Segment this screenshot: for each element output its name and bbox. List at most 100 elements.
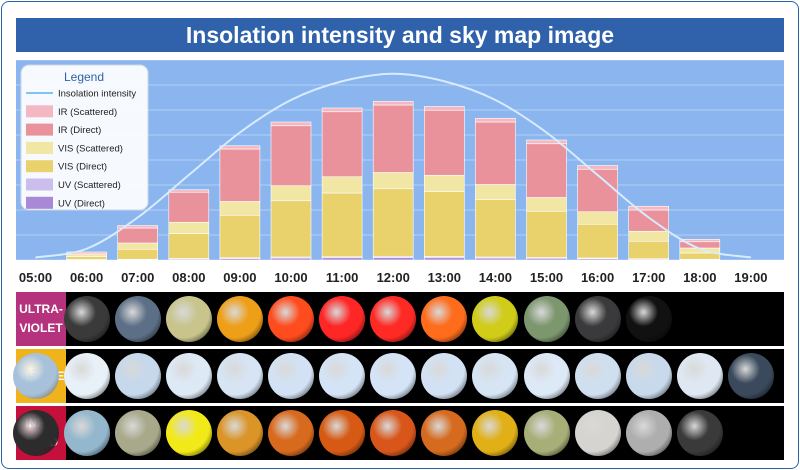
x-tick-label: 07:00 <box>121 270 154 285</box>
bar-segment: IR (Scattered) 14:00: 1.5 <box>475 117 516 123</box>
bar-segment: VIS (Scattered) 06:00: 0.8 <box>66 254 107 257</box>
chart-title: Insolation intensity and sky map image <box>16 18 784 52</box>
bar-segment: VIS (Scattered) 12:00: 6.5 <box>372 172 414 190</box>
sky-sphere <box>574 410 621 456</box>
legend-label: VIS (Scattered) <box>58 143 123 154</box>
bar-segment: VIS (Scattered) 07:00: 2.5 <box>117 242 158 250</box>
sky-sphere <box>523 410 570 456</box>
legend-box <box>20 64 149 211</box>
x-tick-label: 05:00 <box>19 270 52 285</box>
sky-sphere <box>216 296 263 342</box>
legend-label: Insolation intensity <box>58 89 136 100</box>
sky-sphere <box>114 353 161 399</box>
sky-sphere <box>114 410 161 456</box>
legend-label: IR (Scattered) <box>58 107 117 118</box>
sky-sphere <box>216 353 263 399</box>
bar-segment: VIS (Scattered) 17:00: 4 <box>628 230 670 242</box>
bar-segment: VIS (Scattered) 15:00: 5.5 <box>526 197 567 212</box>
sky-sphere <box>370 410 417 456</box>
sky-sphere <box>165 410 212 456</box>
bar-segment: IR (Scattered) 07:00: 1 <box>117 225 158 229</box>
sky-sphere <box>625 296 672 342</box>
bar-segment: IR (Scattered) 09:00: 1.3 <box>219 145 261 150</box>
bar-segment: IR (Direct) 13:00: 26 <box>423 109 465 176</box>
sky-sphere <box>625 353 672 399</box>
legend-swatch <box>26 196 53 209</box>
bar-segment: IR (Direct) 11:00: 26 <box>321 111 363 178</box>
x-tick-label: 08:00 <box>172 270 205 285</box>
x-tick-label: 18:00 <box>683 270 716 285</box>
bar-segment: IR (Scattered) 12:00: 1.5 <box>372 100 414 106</box>
bar-segment: VIS (Scattered) 14:00: 6 <box>475 184 516 200</box>
bar-segment: VIS (Direct) 11:00: 25.5 <box>321 192 363 258</box>
bar-segment: VIS (Scattered) 10:00: 6 <box>270 185 312 202</box>
bar-segment: VIS (Direct) 09:00: 17 <box>219 214 261 259</box>
bar-segment: IR (Scattered) 11:00: 1.5 <box>321 107 363 113</box>
sky-sphere <box>319 296 366 342</box>
bar-segment: IR (Scattered) 08:00: 1 <box>168 189 210 193</box>
bar-segment: IR (Direct) 10:00: 24 <box>270 125 312 187</box>
sky-sphere <box>727 353 774 399</box>
sky-band: VISIBLE <box>12 349 784 403</box>
bar-segment: VIS (Direct) 17:00: 7 <box>628 240 670 260</box>
bar-segment: IR (Direct) 07:00: 6 <box>117 227 158 244</box>
sky-sphere <box>523 353 570 399</box>
legend-title: Legend <box>64 70 104 84</box>
sky-sphere <box>114 296 161 342</box>
bar-segment: IR (Direct) 08:00: 12 <box>168 191 210 223</box>
bar-segment: VIS (Scattered) 09:00: 5.5 <box>219 201 261 216</box>
legend-swatch <box>26 178 53 191</box>
legend-label: UV (Direct) <box>58 198 105 209</box>
bar-segment: UV (Direct) 13:00: 0.9 <box>423 257 465 261</box>
legend-swatch <box>26 160 53 173</box>
sky-sphere <box>12 410 59 456</box>
legend-swatch <box>26 123 53 136</box>
bar-segment: UV (Direct) 11:00: 0.9 <box>321 257 363 261</box>
bar-segment: IR (Scattered) 06:00: 0.5 <box>66 251 107 254</box>
bar-segment: IR (Direct) 09:00: 21 <box>219 148 261 202</box>
bar-segment: VIS (Direct) 16:00: 13.5 <box>577 223 618 259</box>
sky-band: INFR- ARED <box>12 406 784 460</box>
sky-sphere <box>625 410 672 456</box>
x-tick-label: 09:00 <box>223 270 256 285</box>
sky-sphere <box>676 353 723 399</box>
sky-sphere <box>12 353 59 399</box>
sky-sphere <box>268 410 314 456</box>
x-tick-label: 11:00 <box>326 270 359 285</box>
sky-sphere <box>165 296 212 342</box>
bar-segment: VIS (Direct) 12:00: 27 <box>372 188 414 257</box>
sky-sphere <box>319 410 366 456</box>
x-tick-label: 15:00 <box>530 270 563 285</box>
sky-sphere <box>165 353 212 399</box>
bar-segment: VIS (Direct) 08:00: 10 <box>168 233 210 259</box>
x-tick-label: 19:00 <box>734 270 767 285</box>
sky-sphere <box>370 296 417 342</box>
sky-sphere <box>216 410 263 456</box>
sky-sphere <box>63 353 110 399</box>
sky-sphere <box>421 296 468 342</box>
bar-segment: VIS (Direct) 10:00: 22.5 <box>270 200 312 258</box>
bar-segment: IR (Direct) 15:00: 21.5 <box>526 143 567 198</box>
sky-band: ULTRA- VIOLET <box>16 292 784 346</box>
x-tick-label: 10:00 <box>274 270 307 285</box>
legend-swatch <box>26 105 53 118</box>
bar-segment: VIS (Scattered) 16:00: 5 <box>577 211 618 225</box>
sky-sphere <box>319 353 366 399</box>
legend-swatch <box>26 141 53 154</box>
sky-sphere <box>63 296 110 342</box>
bar-segment: IR (Scattered) 15:00: 1.5 <box>526 139 567 145</box>
sky-sphere <box>472 296 519 342</box>
sky-sphere <box>63 410 110 456</box>
sky-sphere <box>676 410 723 456</box>
bar-segment: IR (Scattered) 18:00: 1 <box>679 238 721 243</box>
legend-label: VIS (Direct) <box>58 162 107 173</box>
bar-segment: IR (Scattered) 13:00: 1.5 <box>423 106 465 111</box>
bar-segment: VIS (Scattered) 11:00: 6.5 <box>321 176 363 194</box>
bar-segment: IR (Direct) 14:00: 25 <box>475 121 516 185</box>
bar-segment: IR (Direct) 12:00: 27 <box>372 104 414 173</box>
bar-segment: VIS (Direct) 18:00: 2.5 <box>679 252 721 260</box>
legend-label: IR (Direct) <box>58 125 101 136</box>
sky-sphere <box>472 410 519 456</box>
